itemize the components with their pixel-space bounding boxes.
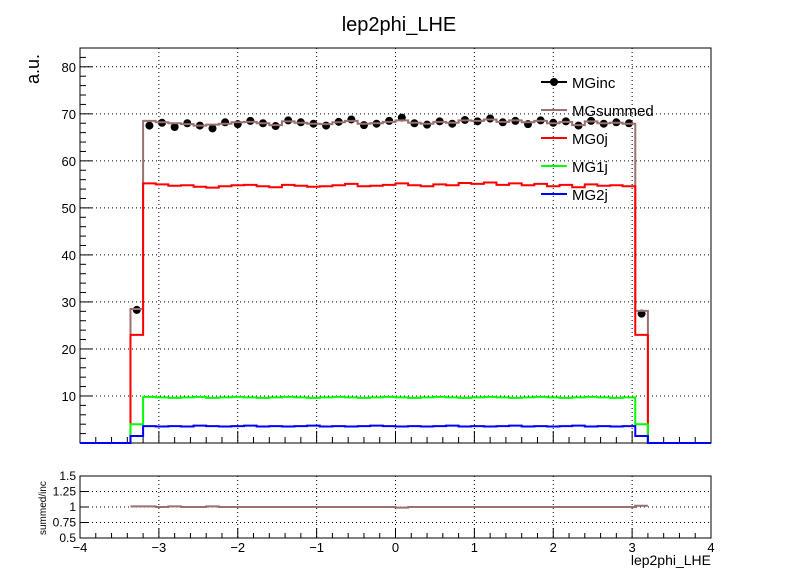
main-ticks: 10 20 30 40 50 60 70 80: [62, 56, 712, 443]
legend-label-MGinc: MGinc: [572, 75, 616, 92]
x-tick-label: 3: [629, 540, 636, 555]
y-tick-label: 30: [62, 295, 76, 310]
x-axis-label: lep2phi_LHE: [631, 552, 711, 568]
y-axis-label: a.u.: [23, 54, 43, 84]
ratio-y-tick-label: 1.25: [53, 485, 77, 499]
y-tick-label: 40: [62, 248, 76, 263]
legend-label-MG0j: MG0j: [572, 131, 608, 148]
data-point-MGinc: [322, 121, 331, 130]
ratio-series-line: [130, 504, 648, 509]
x-tick-label: 0: [392, 540, 399, 555]
series-step-MG0j: [80, 181, 711, 444]
data-point-MGinc: [347, 115, 356, 124]
series-step-MGsummed: [80, 118, 711, 444]
x-tick-label: −1: [309, 540, 324, 555]
legend-label-MG1j: MG1j: [572, 159, 608, 176]
data-point-MGinc: [221, 118, 230, 127]
series-step-MG1j: [80, 395, 711, 444]
legend-label-MGsummed: MGsummed: [572, 103, 654, 120]
legend-marker-MGinc: [550, 78, 558, 86]
ratio-ticks: 0.5 1 1.5 1.25 0.75: [53, 469, 712, 545]
x-tick-label: −2: [230, 540, 245, 555]
x-tick-label: −3: [151, 540, 166, 555]
main-series: [80, 113, 711, 444]
x-tick-labels: −4 −3 −2 −1 0 1 2 3 4: [73, 540, 715, 555]
x-tick-label: 4: [707, 540, 714, 555]
ratio-y-tick-label: 0.5: [59, 531, 76, 545]
ratio-y-tick-label: 1.5: [59, 469, 76, 483]
legend: MGinc MGsummed MG0j MG1j MG2j: [541, 75, 654, 204]
y-tick-label: 70: [62, 107, 76, 122]
ratio-panel: 0.5 1 1.5 1.25 0.75 summed/inc −4 −3 −2 −1 0 1 2 3 4…: [38, 469, 715, 568]
x-tick-label: 2: [550, 540, 557, 555]
main-panel: 10 20 30 40 50 60 70 80 a.u.: [23, 47, 712, 444]
ratio-y-tick-label: 1: [69, 500, 76, 514]
data-point-MGinc: [359, 121, 368, 130]
ratio-y-tick-label: 0.75: [53, 516, 77, 530]
y-tick-label: 20: [62, 342, 76, 357]
ratio-series: [130, 504, 648, 509]
data-point-MGinc: [208, 124, 217, 133]
y-tick-label: 50: [62, 201, 76, 216]
y-tick-label: 10: [62, 389, 76, 404]
ratio-y-axis-label: summed/inc: [38, 481, 49, 535]
data-point-MGinc: [145, 121, 154, 130]
y-tick-label: 80: [62, 60, 76, 75]
series-step-MG2j: [80, 424, 711, 444]
legend-label-MG2j: MG2j: [572, 187, 608, 204]
chart-title: lep2phi_LHE: [342, 14, 457, 36]
y-tick-label: 60: [62, 154, 76, 169]
x-tick-label: 1: [471, 540, 478, 555]
data-point-MGinc: [170, 123, 179, 131]
x-tick-label: −4: [73, 540, 88, 555]
